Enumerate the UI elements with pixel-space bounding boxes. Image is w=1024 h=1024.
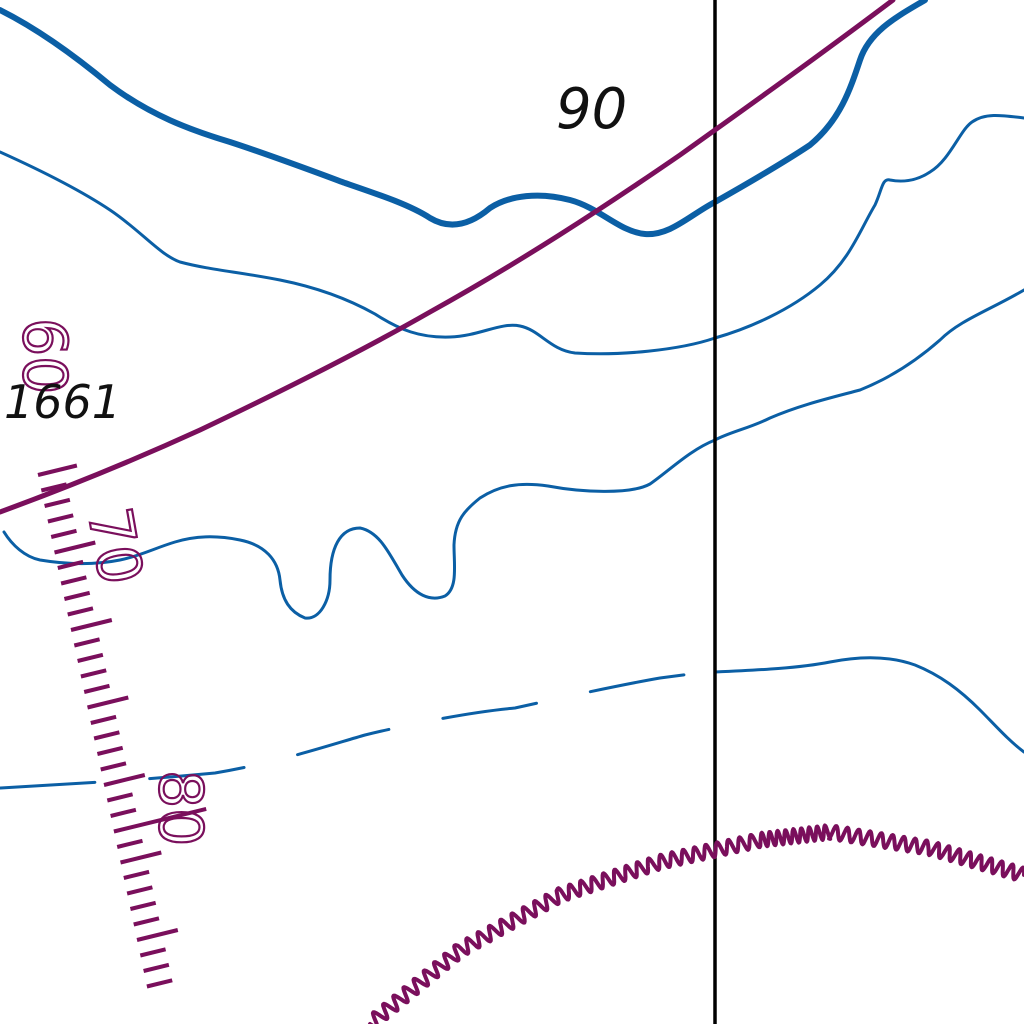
depth-contour-thin-3 [713,656,1024,754]
magenta-wavy-limit [368,823,1024,1024]
compass-tick [110,807,137,818]
compass-tick [80,668,107,679]
compass-tick [103,773,146,787]
depth-contour-thick-upper [0,0,928,238]
compass-tick [60,575,87,586]
compass-tick [120,850,162,865]
sounding-label-1991: 1661 [4,375,121,429]
compass-tick [54,540,96,555]
compass-tick [123,869,150,880]
depth-label-90: 90 [556,77,627,142]
compass-tick [44,497,71,508]
scale-label-80: 80 [145,770,215,846]
compass-tick-marks [37,463,207,989]
compass-tick [37,463,78,477]
compass-tick [106,792,134,803]
compass-tick [87,695,129,710]
compass-tick [126,885,153,896]
depth-contour-dashed [0,670,717,790]
compass-tick [136,928,179,942]
compass-tick [40,482,68,493]
compass-tick [146,978,173,989]
compass-tick [47,513,74,524]
scale-label-70: 70 [73,502,155,589]
compass-tick [50,528,77,539]
compass-tick [143,962,170,973]
compass-tick [139,947,167,958]
magenta-range-arc [0,0,896,515]
compass-tick [90,714,117,725]
compass-tick [70,618,113,632]
compass-tick [133,916,160,927]
compass-tick [73,637,101,648]
compass-tick [57,559,84,570]
compass-tick [83,683,110,694]
compass-tick [67,606,94,617]
scale-label-60: 60 [9,318,79,394]
compass-tick [100,761,127,772]
compass-tick [96,745,124,756]
compass-tick [63,590,91,601]
compass-tick [113,806,207,834]
compass-tick [116,838,143,849]
compass-tick [129,900,157,911]
compass-tick [93,730,120,741]
compass-tick [77,652,104,663]
depth-contour-thin-1 [0,114,1024,356]
depth-contour-thin-2 [2,288,1024,620]
